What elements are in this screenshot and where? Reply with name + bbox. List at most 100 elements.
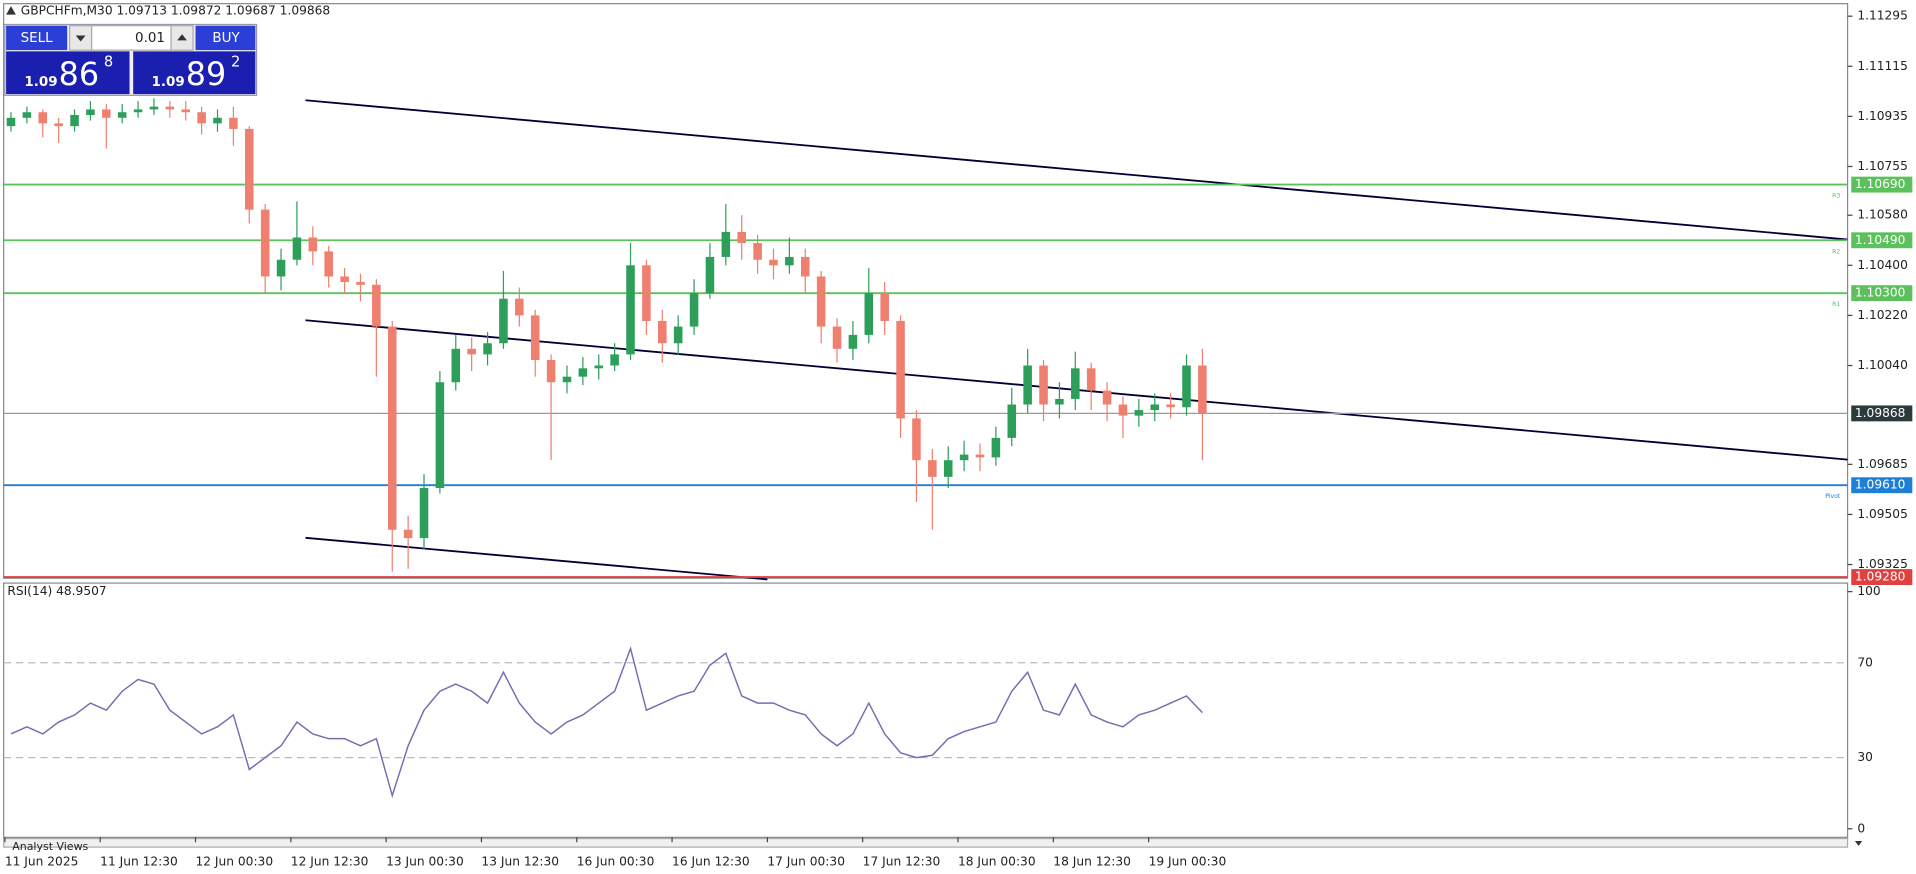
- y-tick-label: 1.10220: [1857, 308, 1908, 322]
- trend-line: [305, 536, 768, 581]
- buy-button[interactable]: [195, 25, 256, 51]
- buy-price-box[interactable]: [133, 51, 256, 95]
- candle-body: [292, 237, 302, 260]
- trade-panel: SELL 0.01 BUY 1.09 86 8 1.09 89 2: [4, 23, 258, 96]
- y-tick-label: 1.10935: [1857, 109, 1908, 123]
- candle-body: [356, 282, 365, 285]
- buy-label: BUY: [212, 31, 240, 46]
- candle-body: [324, 251, 333, 277]
- y-tick-label: 1.09685: [1857, 457, 1908, 471]
- candle-body: [1023, 365, 1032, 405]
- candle-body: [1182, 365, 1191, 408]
- rsi-title: RSI(14) 48.9507: [7, 584, 106, 598]
- candle-body: [658, 320, 667, 344]
- level-label: 1.10690: [1855, 177, 1906, 191]
- scroll-icon[interactable]: [1854, 840, 1863, 846]
- buy-price-small: 2: [231, 53, 240, 70]
- candle-body: [928, 460, 937, 477]
- level-name: Pivot: [1825, 493, 1841, 500]
- candle-body: [1102, 390, 1112, 405]
- candle-body: [515, 298, 524, 316]
- level-label: 1.10300: [1855, 286, 1906, 300]
- candle-body: [626, 265, 635, 355]
- x-tick-label: 12 Jun 00:30: [196, 854, 274, 868]
- sell-label: SELL: [21, 31, 54, 46]
- candle-body: [896, 320, 905, 419]
- candle-body: [1118, 404, 1128, 416]
- lot-down-icon: [75, 35, 86, 42]
- candle-body: [991, 437, 1001, 458]
- candle-body: [912, 418, 921, 461]
- candle-body: [864, 293, 874, 335]
- candle-body: [1086, 368, 1096, 391]
- candle-body: [102, 109, 111, 118]
- candle-body: [54, 123, 63, 127]
- level-name: R3: [1832, 193, 1840, 200]
- y-tick-label: 0: [1857, 821, 1865, 835]
- level-label-box: [1851, 285, 1913, 302]
- rsi-line: [10, 646, 1203, 799]
- last-price-box: [1851, 405, 1913, 422]
- x-tick-label: 16 Jun 12:30: [672, 854, 750, 868]
- level-label: 1.09280: [1855, 570, 1906, 584]
- candle-body: [785, 256, 794, 266]
- candle-body: [737, 231, 746, 244]
- y-tick-label: 1.10400: [1857, 258, 1908, 272]
- level-label: 1.10490: [1855, 233, 1906, 247]
- trend-line: [305, 99, 1848, 241]
- level-label: 1.09610: [1855, 478, 1906, 492]
- buy-price-mid: 89: [186, 57, 226, 93]
- y-tick-label: 70: [1857, 655, 1873, 669]
- sell-price-box[interactable]: [6, 51, 130, 95]
- tab-bar: [3, 837, 1849, 848]
- sell-price-mid: 86: [59, 57, 99, 93]
- candle-body: [372, 284, 381, 327]
- candle-body: [22, 112, 32, 118]
- x-tick-label: 18 Jun 12:30: [1053, 854, 1131, 868]
- x-tick-label: 11 Jun 12:30: [100, 854, 178, 868]
- x-tick-label: 17 Jun 12:30: [863, 854, 941, 868]
- candle-body: [483, 343, 492, 355]
- sell-price-small: 8: [104, 53, 113, 70]
- sell-button[interactable]: [6, 25, 68, 51]
- candle-body: [213, 117, 222, 124]
- candle-body: [181, 109, 191, 113]
- y-tick-label: 1.11295: [1857, 9, 1908, 23]
- tab-label[interactable]: Analyst Views: [12, 840, 88, 853]
- candle-body: [943, 460, 953, 477]
- candle-body: [229, 117, 238, 129]
- level-name: R2: [1832, 248, 1840, 255]
- candle-body: [578, 368, 588, 377]
- candle-body: [642, 265, 651, 321]
- candle-body: [244, 128, 254, 210]
- candle-body: [117, 112, 127, 118]
- sell-price-big: 1.09: [24, 75, 57, 90]
- candle-body: [610, 354, 619, 366]
- candle-body: [419, 487, 429, 539]
- candle-body: [197, 112, 206, 124]
- x-tick-label: 16 Jun 00:30: [577, 854, 655, 868]
- candle-body: [1166, 404, 1175, 408]
- collapse-icon[interactable]: [6, 6, 16, 15]
- candle-body: [133, 109, 143, 113]
- level-label-box: [1851, 176, 1913, 193]
- candle-body: [387, 326, 397, 530]
- level-label-box: [1851, 569, 1913, 586]
- lot-up-icon: [177, 34, 187, 41]
- y-tick-label: 1.09325: [1857, 557, 1908, 571]
- candle-body: [1039, 365, 1048, 405]
- candle-body: [848, 334, 858, 349]
- candle-body: [880, 293, 889, 321]
- rsi-panel: [3, 582, 1849, 838]
- candle-body: [689, 293, 699, 327]
- candle-body: [308, 237, 318, 252]
- level-label-box: [1851, 477, 1913, 494]
- x-tick-label: 18 Jun 00:30: [958, 854, 1036, 868]
- x-tick-label: 17 Jun 00:30: [767, 854, 845, 868]
- candle-body: [769, 259, 778, 266]
- chart-header: GBPCHFm,M30 1.09713 1.09872 1.09687 1.09…: [21, 4, 330, 18]
- candle-body: [1198, 365, 1207, 414]
